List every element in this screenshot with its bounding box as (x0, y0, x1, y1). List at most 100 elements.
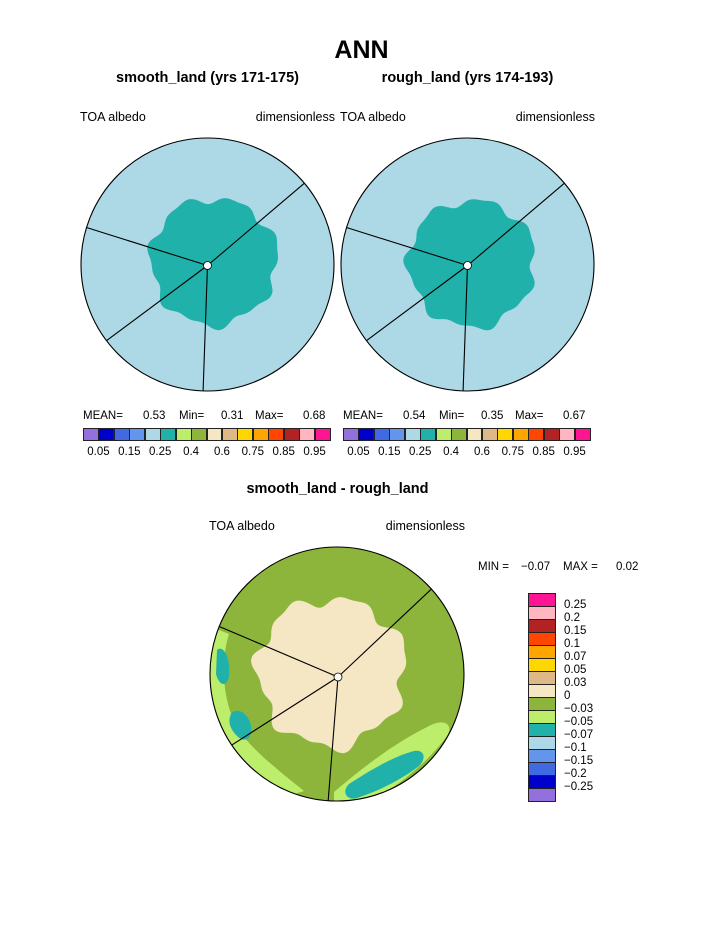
pole-marker (463, 261, 472, 270)
colorbar-swatch (404, 428, 421, 441)
panel3-colorbar (528, 593, 556, 802)
colorbar-tick-label: 0.15 (564, 625, 587, 637)
colorbar-tick-label: 0.95 (563, 446, 586, 458)
panel2-min-value: 0.35 (481, 410, 504, 422)
colorbar-tick-label: 0.15 (118, 446, 141, 458)
colorbar-swatch (481, 428, 498, 441)
colorbar-swatch (268, 428, 285, 441)
colorbar-tick-label: 0.15 (378, 446, 401, 458)
region-patch-teal (229, 710, 252, 740)
region-core (147, 198, 278, 331)
colorbar-swatch (358, 428, 375, 441)
colorbar-swatch (528, 619, 556, 633)
colorbar-tick-label: 0.85 (272, 446, 295, 458)
colorbar-swatch (98, 428, 115, 441)
colorbar-tick-label: 0.75 (241, 446, 264, 458)
colorbar-tick-label: 0.1 (564, 638, 580, 650)
colorbar-tick-label: 0.95 (303, 446, 326, 458)
region-patch-teal (345, 750, 424, 799)
colorbar-swatch (160, 428, 177, 441)
colorbar-swatch (528, 710, 556, 724)
page-title: ANN (334, 36, 389, 64)
meridian-line (83, 226, 208, 267)
colorbar-swatch (221, 428, 238, 441)
meridian-line (343, 226, 468, 267)
colorbar-swatch (528, 645, 556, 659)
colorbar-tick-label: 0.4 (183, 446, 200, 458)
colorbar-swatch (528, 749, 556, 763)
colorbar-swatch (528, 606, 556, 620)
colorbar-swatch (206, 428, 223, 441)
colorbar-tick-label: 0.05 (564, 664, 587, 676)
panel2-colorbar (343, 428, 591, 441)
colorbar-swatch (528, 428, 545, 441)
colorbar-tick-label: 0.6 (213, 446, 230, 458)
panel2-min-label: Min= (439, 410, 465, 422)
colorbar-swatch (543, 428, 560, 441)
panel3-variable-label: TOA albedo (209, 519, 275, 533)
region-patch-teal (216, 648, 230, 685)
meridian-line (327, 676, 339, 801)
colorbar-swatch (528, 684, 556, 698)
colorbar-tick-label: −0.15 (564, 755, 594, 767)
colorbar-swatch (528, 788, 556, 802)
colorbar-tick-label: 0.05 (347, 446, 370, 458)
panel2-colorbar-ticks: 0.05 0.15 0.25 0.4 0.6 0.75 0.85 0.95 (343, 446, 590, 460)
meridian-line (364, 265, 468, 343)
colorbar-tick-label: 0 (564, 690, 571, 702)
colorbar-swatch (528, 775, 556, 789)
meridian-line (207, 181, 307, 266)
map-boundary (80, 137, 335, 392)
panel1-mean-value: 0.53 (143, 410, 166, 422)
colorbar-tick-label: −0.2 (564, 768, 587, 780)
colorbar-tick-label: 0.05 (87, 446, 110, 458)
meridian-line (229, 676, 339, 747)
colorbar-swatch (559, 428, 576, 441)
colorbar-swatch (83, 428, 99, 441)
panel1-colorbar-ticks: 0.05 0.15 0.25 0.4 0.6 0.75 0.85 0.95 (83, 446, 330, 460)
colorbar-swatch (129, 428, 146, 441)
colorbar-swatch (451, 428, 467, 441)
panel3-max-label: MAX = (563, 561, 598, 573)
panel1-polar-map (80, 137, 335, 392)
panel1-max-value: 0.68 (303, 410, 326, 422)
colorbar-tick-label: 0.25 (148, 446, 172, 458)
colorbar-swatch (528, 671, 556, 685)
colorbar-swatch (574, 428, 591, 441)
colorbar-tick-label: 0.6 (473, 446, 490, 458)
colorbar-swatch (237, 428, 254, 441)
panel2-units-label: dimensionless (515, 110, 595, 124)
panel2-max-value: 0.67 (563, 410, 586, 422)
panel3-title: smooth_land - rough_land (246, 481, 429, 497)
colorbar-tick-label: 0.07 (564, 651, 587, 663)
colorbar-swatch (435, 428, 452, 441)
colorbar-tick-label: 0.25 (408, 446, 432, 458)
panel2-max-label: Max= (515, 410, 544, 422)
colorbar-tick-label: 0.75 (501, 446, 524, 458)
meridian-line (337, 586, 434, 678)
colorbar-swatch (252, 428, 269, 441)
panel2-title: rough_land (yrs 174-193) (381, 70, 554, 86)
colorbar-tick-label: −0.03 (564, 703, 594, 715)
colorbar-swatch (528, 736, 556, 750)
colorbar-swatch (283, 428, 300, 441)
colorbar-tick-label: 0.2 (564, 612, 580, 624)
meridian-line (104, 265, 208, 343)
colorbar-swatch (144, 428, 161, 441)
meridian-line (462, 265, 469, 391)
colorbar-swatch (528, 593, 556, 607)
panel1-title: smooth_land (yrs 171-175) (116, 70, 299, 86)
panel2-mean-value: 0.54 (403, 410, 426, 422)
colorbar-tick-label: 0.25 (564, 599, 587, 611)
colorbar-swatch (528, 762, 556, 776)
colorbar-swatch (343, 428, 359, 441)
colorbar-swatch (512, 428, 529, 441)
panel2-variable-label: TOA albedo (340, 110, 406, 124)
panel3-polar-map (209, 546, 465, 802)
colorbar-swatch (466, 428, 483, 441)
colorbar-swatch (373, 428, 390, 441)
meridian-line (467, 181, 567, 266)
colorbar-swatch (314, 428, 331, 441)
colorbar-swatch (528, 697, 556, 711)
colorbar-tick-label: −0.1 (564, 742, 587, 754)
